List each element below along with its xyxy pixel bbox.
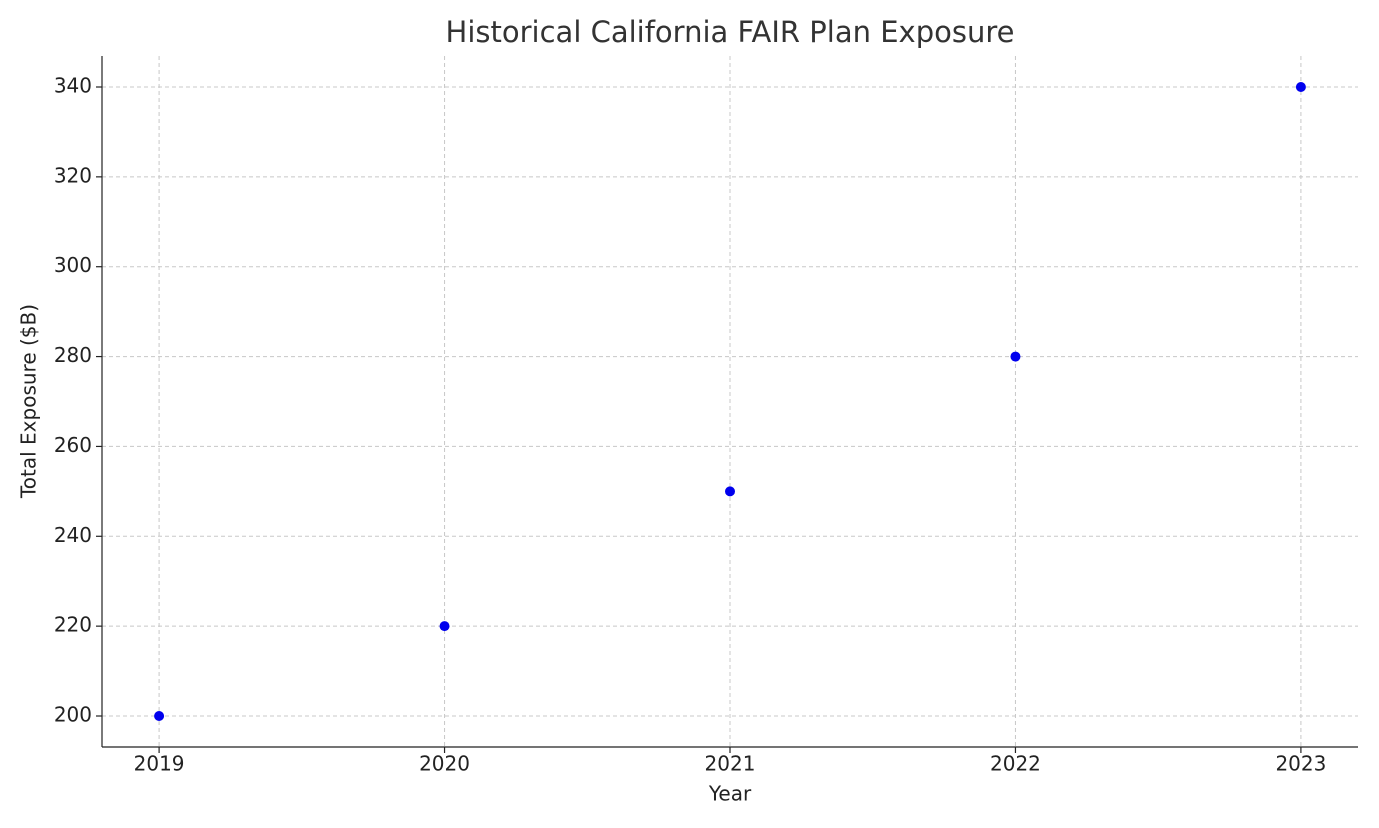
- data-point: [1295, 82, 1306, 93]
- y-tick-label: 240: [54, 523, 92, 547]
- y-tick-label: 280: [54, 343, 92, 367]
- data-point: [725, 486, 735, 497]
- x-tick-label: 2019: [134, 752, 185, 776]
- data-point: [1010, 351, 1021, 362]
- y-tick-label: 320: [54, 163, 92, 187]
- x-tick-label: 2021: [705, 752, 756, 776]
- chart-title: Historical California FAIR Plan Exposure: [446, 15, 1015, 49]
- data-point: [439, 621, 450, 632]
- data-point: [154, 710, 165, 721]
- y-tick-label: 260: [54, 433, 92, 457]
- x-tick-label: 2020: [419, 752, 470, 776]
- y-axis-label: Total Exposure ($B): [17, 304, 41, 499]
- y-tick-label: 200: [54, 702, 92, 726]
- x-tick-label: 2022: [990, 752, 1041, 776]
- x-axis-label: Year: [708, 782, 752, 806]
- x-tick-label: 2023: [1275, 752, 1326, 776]
- y-tick-label: 300: [54, 253, 92, 277]
- y-tick-label: 340: [54, 74, 92, 98]
- y-tick-label: 220: [54, 613, 92, 637]
